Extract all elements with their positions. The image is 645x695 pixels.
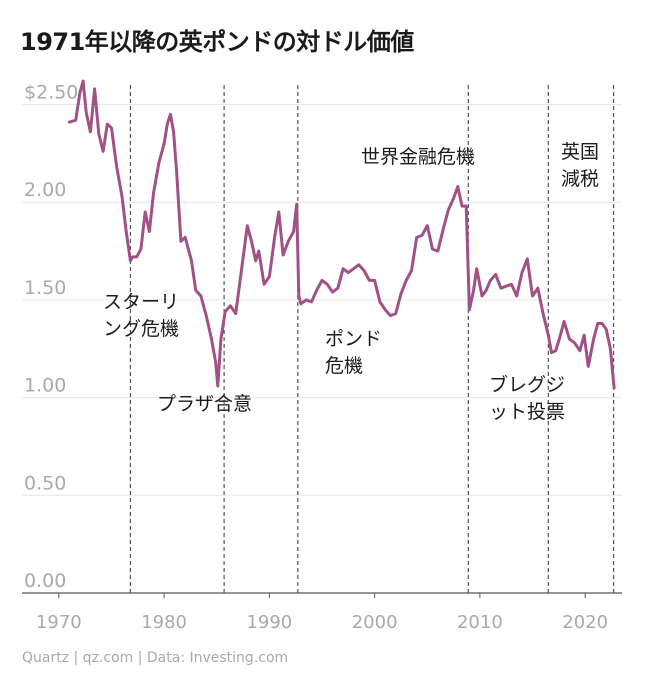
x-tick-label: 2000	[352, 612, 398, 633]
event-label: スターリ	[103, 291, 179, 313]
event-label: 減税	[561, 168, 599, 190]
chart-title: 1971年以降の英ポンドの対ドル価値	[20, 28, 414, 56]
y-axis-ticks: 0.00 0.50 1.00 1.50 2.00 $2.50	[24, 82, 78, 592]
event-label: 世界金融危機	[361, 146, 475, 168]
event-label: ット投票	[489, 401, 565, 423]
grid-lines	[22, 104, 622, 594]
x-tick-label: 2020	[562, 612, 608, 633]
line-chart: 0.00 0.50 1.00 1.50 2.00 $2.50 1970 1980 1990 20…	[22, 79, 622, 633]
event-label: 危機	[325, 355, 363, 377]
y-tick-label: 0.50	[24, 472, 66, 494]
x-tick-label: 1970	[36, 612, 82, 633]
y-tick-label: 2.00	[24, 179, 66, 201]
series-line	[67, 79, 616, 390]
x-tick-label: 1990	[246, 612, 292, 633]
source-footer: Quartz | qz.com | Data: Investing.com	[22, 650, 289, 666]
event-label: プラザ合意	[157, 393, 252, 415]
y-tick-label: $2.50	[24, 82, 78, 104]
x-tick-label: 1980	[141, 612, 187, 633]
event-label: 英国	[561, 141, 599, 163]
y-tick-label: 1.00	[24, 375, 66, 397]
series-group	[67, 79, 616, 390]
x-tick-label: 2010	[457, 612, 503, 633]
event-label: ブレグジ	[489, 373, 565, 396]
y-tick-label: 0.00	[24, 570, 66, 592]
y-tick-label: 1.50	[24, 277, 66, 299]
event-label: ポンド	[325, 328, 382, 350]
event-label: ング危機	[103, 318, 179, 340]
x-axis-ticks: 1970 1980 1990 2000 2010 2020	[36, 593, 608, 633]
